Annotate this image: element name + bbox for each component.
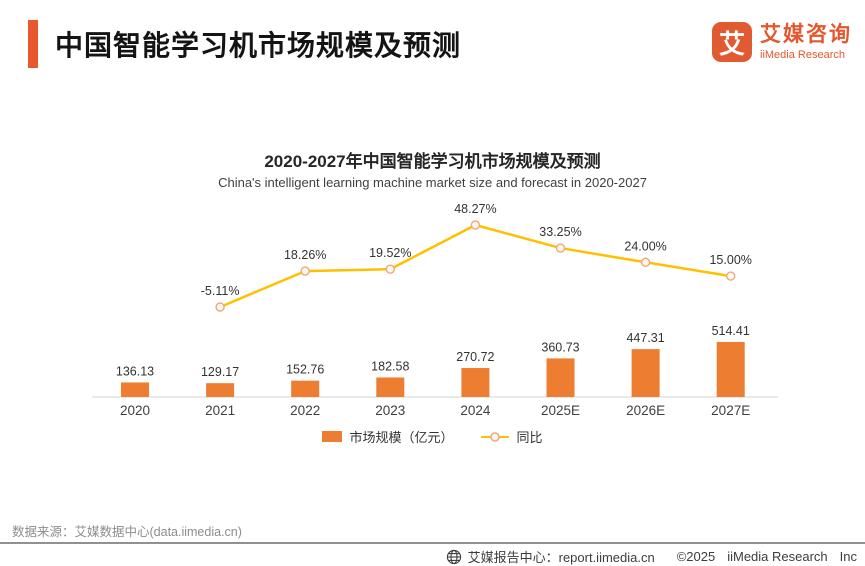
svg-text:15.00%: 15.00% (709, 253, 751, 267)
copyright-text: ©2025 (676, 549, 716, 564)
svg-text:48.27%: 48.27% (454, 202, 496, 216)
svg-text:2022: 2022 (290, 403, 320, 418)
svg-text:2024: 2024 (460, 403, 491, 418)
svg-text:18.26%: 18.26% (284, 248, 326, 262)
iimedia-logo: 艾 艾媒咨询 iiMedia Research (712, 22, 852, 62)
legend-label-market-size: 市场规模（亿元） (349, 430, 454, 445)
iimedia-logo-icon: 艾 (712, 22, 752, 62)
svg-text:2027E: 2027E (711, 403, 750, 418)
report-center-link[interactable]: 艾媒报告中心：report.iimedia.cn (467, 550, 655, 565)
svg-text:270.72: 270.72 (456, 350, 494, 364)
svg-text:447.31: 447.31 (626, 331, 664, 345)
company-suffix: Inc (839, 549, 857, 564)
globe-icon (446, 549, 461, 564)
chart-subtitle: China's intelligent learning machine mar… (218, 175, 647, 190)
logo-name-cn: 艾媒咨询 (760, 23, 852, 46)
svg-text:360.73: 360.73 (541, 340, 579, 354)
svg-text:136.13: 136.13 (116, 364, 154, 378)
svg-text:2023: 2023 (375, 403, 405, 418)
chart-title: 2020-2027年中国智能学习机市场规模及预测 (264, 152, 601, 171)
legend-label-yoy: 同比 (516, 430, 543, 445)
data-source-note: 数据来源：艾媒数据中心(data.iimedia.cn) (12, 525, 242, 539)
title-accent-bar (28, 20, 38, 68)
svg-text:2020: 2020 (120, 403, 150, 418)
footer-divider (0, 542, 865, 544)
footer-bar: 艾媒报告中心：report.iimedia.cn ©2025 iiMedia R… (446, 547, 857, 566)
legend-item-market-size: 市场规模（亿元） (322, 427, 454, 446)
svg-text:2026E: 2026E (626, 403, 665, 418)
svg-text:-5.11%: -5.11% (201, 284, 240, 298)
bar-series-swatch-icon (322, 431, 343, 442)
logo-name-en: iiMedia Research (760, 49, 845, 62)
logo-text: 艾媒咨询 iiMedia Research (760, 22, 852, 62)
page-title: 中国智能学习机市场规模及预测 (55, 30, 462, 61)
svg-text:24.00%: 24.00% (624, 239, 666, 253)
chart-legend: 市场规模（亿元） 同比 (0, 427, 865, 446)
svg-text:514.41: 514.41 (712, 324, 750, 338)
svg-text:129.17: 129.17 (201, 365, 239, 379)
svg-text:2025E: 2025E (541, 403, 580, 418)
svg-text:2021: 2021 (205, 403, 235, 418)
svg-text:182.58: 182.58 (371, 359, 409, 373)
svg-text:33.25%: 33.25% (539, 225, 581, 239)
line-series-swatch-icon (480, 431, 509, 442)
svg-text:152.76: 152.76 (286, 363, 324, 377)
legend-item-yoy: 同比 (480, 427, 543, 446)
company-name: iiMedia Research (727, 549, 828, 564)
svg-text:19.52%: 19.52% (369, 246, 411, 260)
